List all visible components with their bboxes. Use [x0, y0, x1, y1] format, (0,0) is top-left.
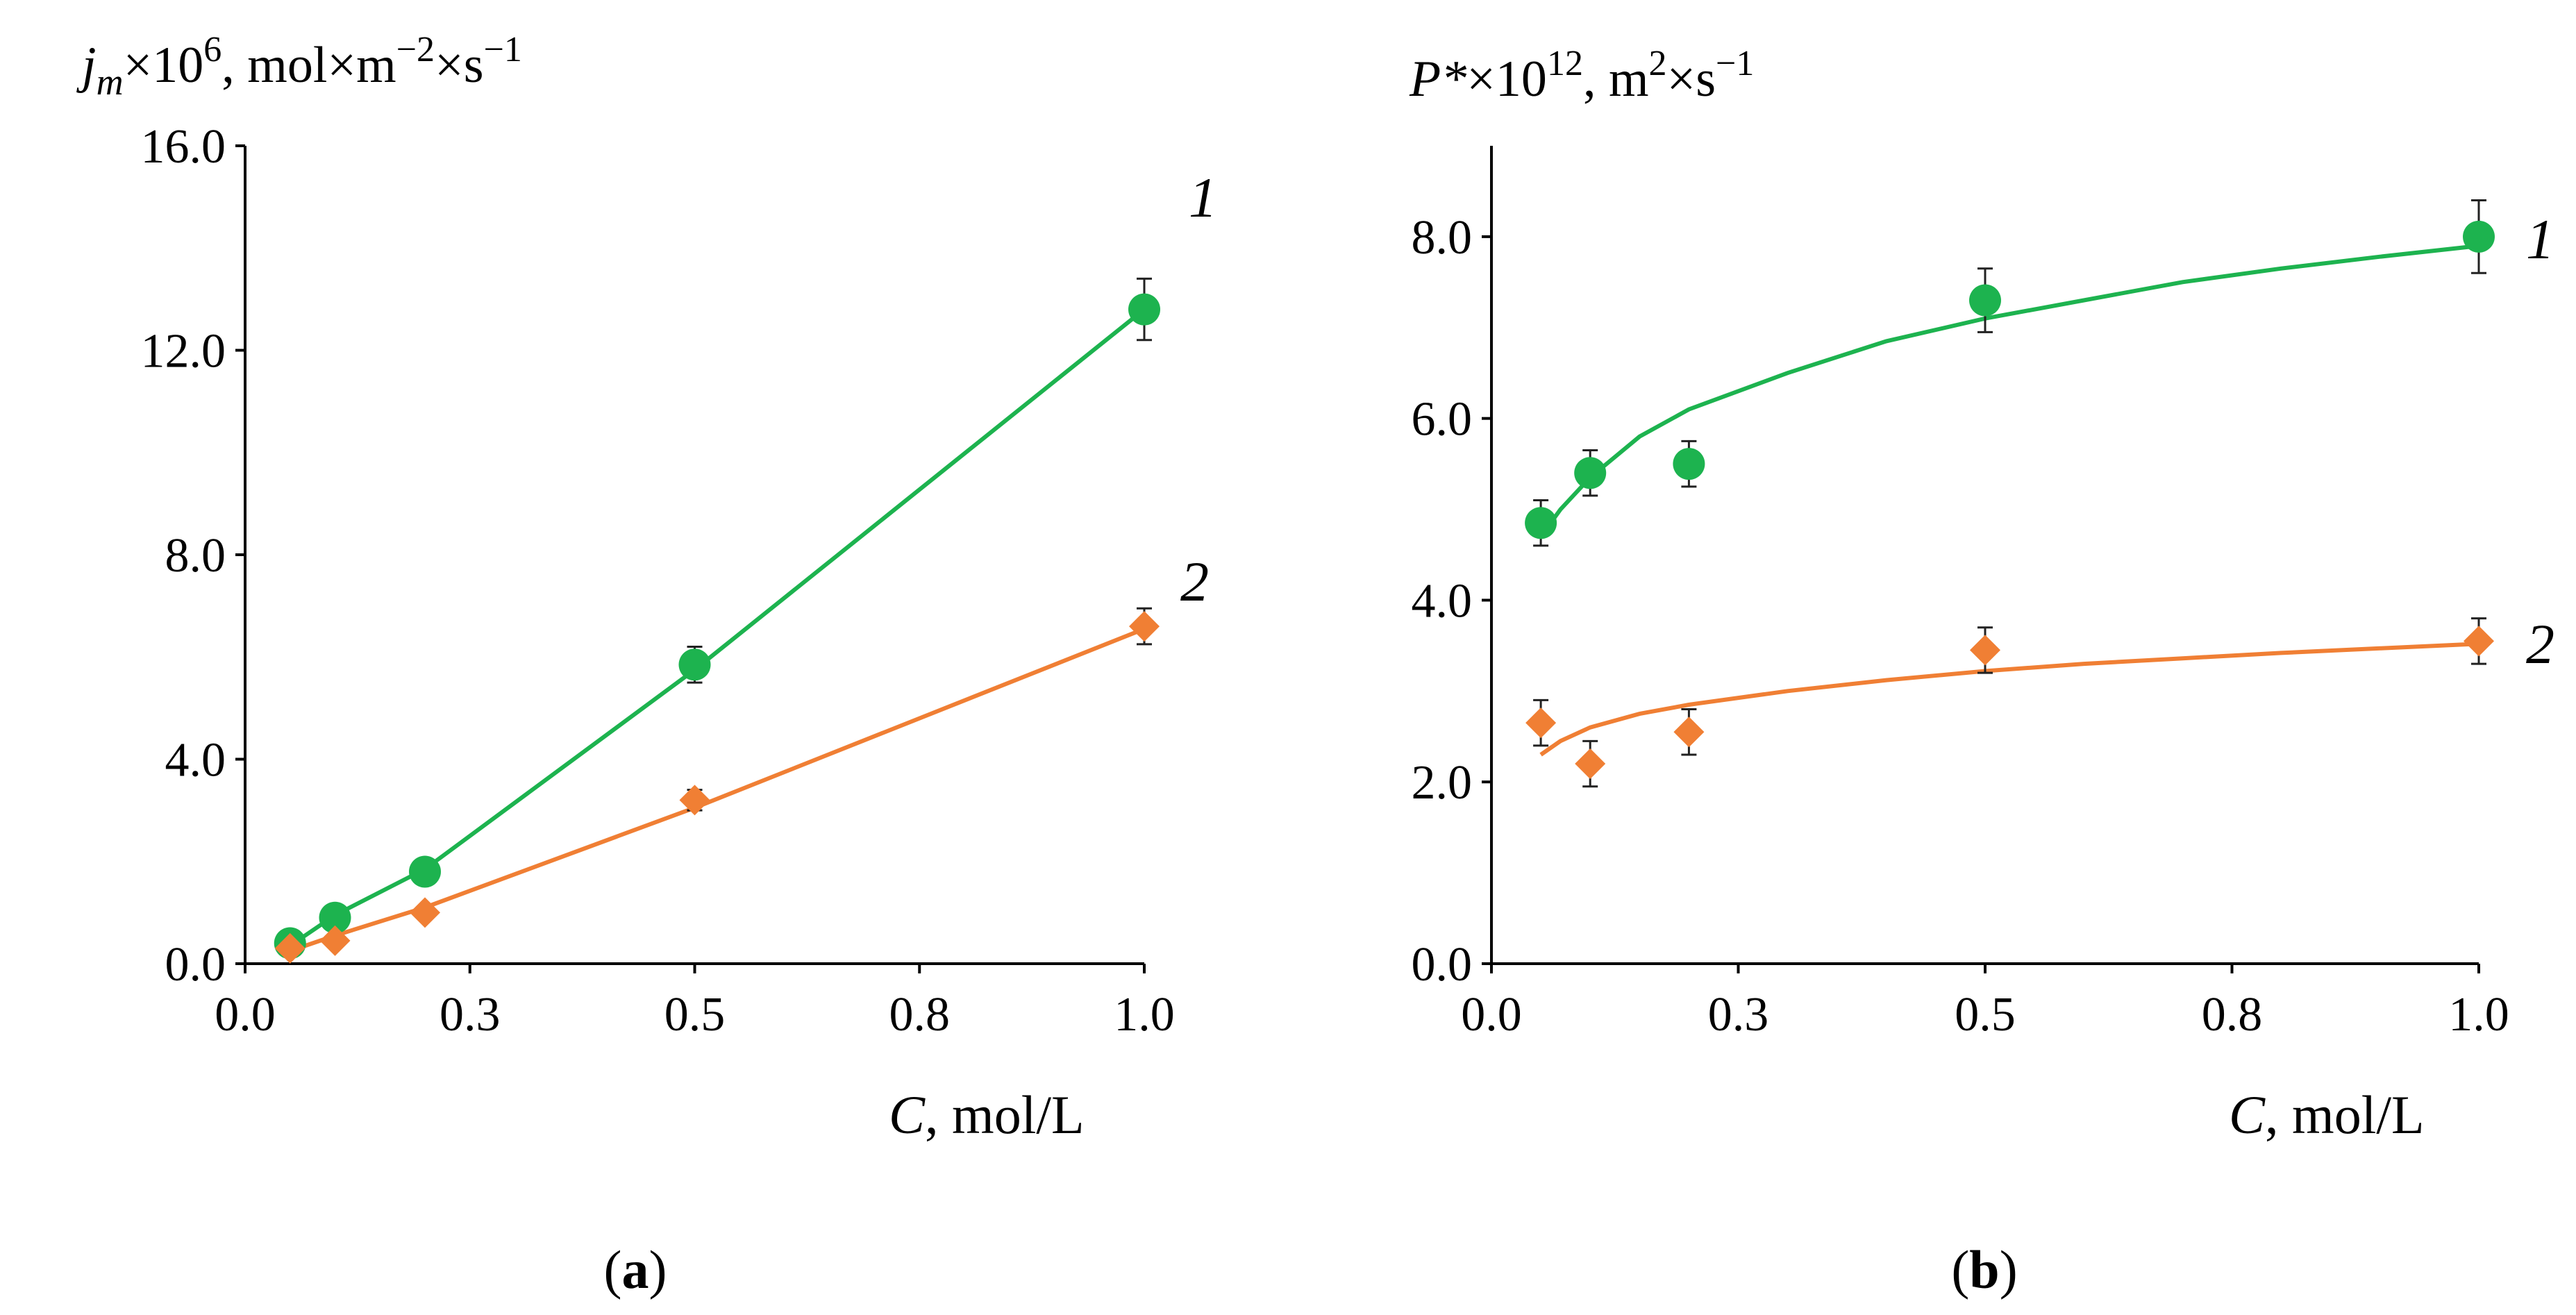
fit-line-series-1 [1539, 244, 2479, 538]
panel-b-curve-label-2: 2 [2526, 612, 2554, 676]
y-tick-label: 4.0 [1412, 574, 1473, 628]
panel-b: P*×1012, m2×s−1 0.0 2.0 4.0 6.0 8.0 0.0 0.3 0.5… [1409, 44, 2554, 1300]
panel-a-markers [274, 277, 1160, 964]
data-point-series-2 [2464, 626, 2494, 657]
fit-line-series-1 [289, 308, 1146, 948]
x-tick-label: 0.8 [889, 988, 951, 1041]
panel-a-curve-label-2: 2 [1180, 550, 1209, 613]
data-point-series-2 [1525, 707, 1557, 739]
x-tick-label: 1.0 [2448, 988, 2509, 1041]
y-tick-label: 4.0 [165, 734, 226, 787]
x-tick-label: 0.0 [215, 988, 276, 1041]
x-tick-label: 0.3 [1708, 988, 1769, 1041]
data-point-series-2 [1970, 635, 2000, 666]
data-point-series-1 [678, 648, 711, 681]
x-tick-label: 0.5 [664, 988, 726, 1041]
x-tick-label: 0.3 [440, 988, 501, 1041]
panel-b-x-axis-label: C, mol/L [2229, 1084, 2425, 1145]
panel-a-ticks: 0.0 4.0 8.0 12.0 16.0 0.0 0.3 0.5 0.8 1.0 [141, 120, 1175, 1041]
x-tick-label: 0.8 [2202, 988, 2263, 1041]
x-tick-label: 0.0 [1461, 988, 1522, 1041]
data-point-series-2 [1575, 748, 1606, 780]
panel-b-caption: (b) [1951, 1239, 2017, 1300]
x-tick-label: 0.5 [1955, 988, 2016, 1041]
panel-b-markers [1525, 199, 2495, 788]
data-point-series-1 [2463, 220, 2495, 253]
data-point-series-1 [1525, 507, 1557, 539]
data-point-series-1 [1673, 448, 1705, 480]
y-tick-label: 0.0 [1412, 938, 1473, 991]
panel-b-curve-label-1: 1 [2526, 208, 2554, 271]
fit-line-series-2 [1539, 642, 2479, 757]
y-tick-label: 8.0 [1412, 211, 1473, 265]
y-tick-label: 0.0 [165, 938, 226, 991]
x-tick-label: 1.0 [1114, 988, 1175, 1041]
y-tick-label: 8.0 [165, 529, 226, 583]
y-tick-label: 2.0 [1412, 756, 1473, 810]
panel-a-y-axis-label: jm×106, mol×m−2×s−1 [76, 30, 522, 103]
data-point-series-1 [319, 901, 351, 934]
data-point-series-2 [679, 785, 710, 816]
panel-b-fit-lines [1539, 244, 2479, 757]
y-tick-label: 16.0 [141, 120, 226, 174]
panel-a: jm×106, mol×m−2×s−1 0.04.08.012.016.00.0… [76, 30, 1217, 1300]
data-point-series-1 [1574, 457, 1607, 489]
data-point-series-1 [1128, 293, 1160, 326]
panel-a-x-axis-label: C, mol/L [889, 1084, 1085, 1145]
panel-a-caption: (a) [604, 1239, 667, 1300]
data-point-series-2 [274, 932, 306, 964]
data-point-series-2 [1673, 717, 1705, 748]
data-point-series-1 [1969, 284, 2001, 317]
y-tick-label: 12.0 [141, 325, 226, 378]
panel-a-fit-lines [289, 308, 1146, 953]
data-point-series-1 [409, 855, 441, 888]
panel-b-ticks: 0.0 2.0 4.0 6.0 8.0 0.0 0.3 0.5 0.8 1.0 [1412, 211, 2509, 1041]
panel-a-curve-label-1: 1 [1189, 166, 1217, 229]
data-point-series-2 [410, 897, 440, 928]
data-point-series-2 [319, 925, 351, 956]
fit-line-series-2 [289, 627, 1146, 953]
data-point-series-2 [1129, 611, 1160, 642]
panel-b-y-axis-label: P*×1012, m2×s−1 [1409, 44, 1754, 108]
panel-a-axes [244, 146, 1144, 965]
y-tick-label: 6.0 [1412, 393, 1473, 446]
